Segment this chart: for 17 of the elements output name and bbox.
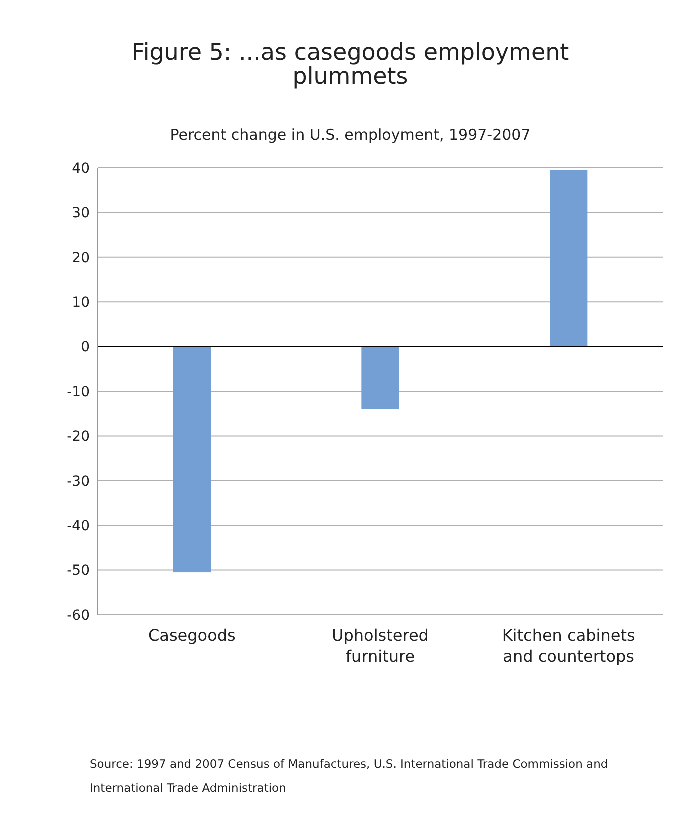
y-tick-label: 10 bbox=[72, 295, 90, 311]
y-tick-label: -40 bbox=[67, 518, 90, 534]
y-tick-label: 20 bbox=[72, 250, 90, 266]
x-tick-label: Kitchen cabinets and countertops bbox=[502, 626, 636, 666]
x-tick-label: Casegoods bbox=[148, 626, 236, 645]
y-tick-label: -30 bbox=[67, 474, 90, 490]
y-tick-label: -10 bbox=[67, 384, 90, 400]
source-note: Source: 1997 and 2007 Census of Manufactures, U.S. International Trade Commission and International Trade Administration bbox=[90, 757, 608, 795]
y-tick-label: -50 bbox=[67, 563, 90, 580]
x-tick-label: Upholstered furniture bbox=[332, 626, 429, 666]
y-tick-label: -60 bbox=[67, 608, 90, 624]
chart-title: Figure 5: ...as casegoods employment plummets bbox=[132, 40, 570, 90]
y-tick-label: -20 bbox=[67, 429, 90, 446]
chart-subtitle: Percent change in U.S. employment, 1997-2007 bbox=[170, 126, 531, 144]
y-tick-label: 40 bbox=[72, 160, 90, 177]
y-tick-label: 30 bbox=[72, 206, 90, 222]
y-tick-label: 0 bbox=[81, 340, 90, 356]
